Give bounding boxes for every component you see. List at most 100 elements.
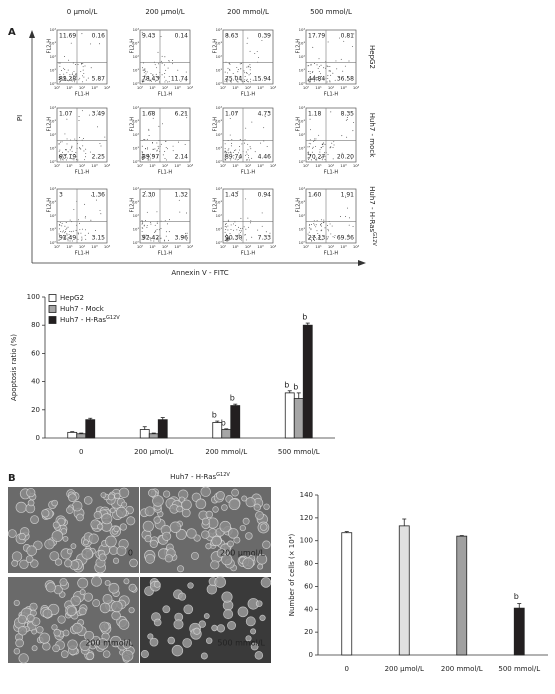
legend-swatch <box>48 305 57 313</box>
dot <box>152 235 154 237</box>
dot <box>321 225 322 227</box>
dot <box>318 58 320 60</box>
cell <box>119 523 127 531</box>
dot <box>318 71 320 72</box>
dot <box>64 76 65 77</box>
dot <box>224 231 226 233</box>
log-tick: 10⁰ <box>137 163 144 168</box>
log-tick: 10¹ <box>299 146 306 151</box>
dot <box>225 226 227 228</box>
cell <box>167 636 176 645</box>
dot <box>241 80 243 82</box>
dot <box>58 81 60 83</box>
dot <box>319 234 321 236</box>
quadrant-value: 2.25 <box>92 154 106 161</box>
dot <box>150 80 152 81</box>
plot-y-label: FL2-H <box>296 198 302 213</box>
flow-plot <box>222 188 274 244</box>
dot <box>250 222 252 224</box>
dot <box>250 73 251 75</box>
quadrant-value: 1.18 <box>308 111 322 118</box>
legend-name: Huh7 - H-Ras <box>60 316 106 324</box>
log-tick: 10¹ <box>133 227 140 232</box>
dot <box>164 64 165 66</box>
dot <box>251 121 253 123</box>
dot <box>320 236 321 238</box>
dot <box>246 71 247 73</box>
row-label: HepG2 <box>368 45 376 69</box>
dot <box>155 80 157 82</box>
dot <box>66 153 68 155</box>
dot <box>59 74 61 76</box>
dot <box>152 154 153 156</box>
dot <box>165 140 167 142</box>
dot <box>241 239 243 241</box>
dot <box>320 219 322 221</box>
cell <box>31 628 37 635</box>
dot <box>99 43 101 45</box>
dot <box>71 147 73 149</box>
dot <box>75 76 77 78</box>
dot <box>169 219 170 221</box>
log-tick: 10⁰ <box>216 159 223 164</box>
log-tick: 10¹ <box>232 85 239 90</box>
quadrant-value: 75.04 <box>225 76 242 83</box>
dot <box>310 229 312 231</box>
dot <box>313 158 315 160</box>
dot <box>250 78 252 80</box>
dot <box>246 66 248 68</box>
dot <box>59 65 61 67</box>
dot <box>64 69 66 71</box>
row-label-text: HepG2 <box>368 45 376 69</box>
dot <box>62 159 64 161</box>
dot <box>66 233 68 235</box>
log-tick: 10¹ <box>149 163 156 168</box>
cell <box>25 555 34 564</box>
dot <box>307 79 309 81</box>
dot <box>153 154 155 156</box>
log-tick: 10⁴ <box>299 27 306 32</box>
dot <box>141 145 143 147</box>
quadrant-value: 11.69 <box>59 33 76 40</box>
dot <box>145 148 146 150</box>
dot <box>164 158 166 160</box>
cell <box>187 582 194 589</box>
log-tick: 10⁰ <box>54 244 61 249</box>
dot <box>246 159 248 161</box>
y-tick-label: 80 <box>31 321 40 329</box>
dot <box>352 46 353 47</box>
dot <box>61 225 63 227</box>
cell <box>205 543 212 550</box>
dot <box>339 37 340 39</box>
quadrant-value: 1.68 <box>142 111 156 118</box>
cell <box>128 583 137 592</box>
cell <box>44 539 55 550</box>
dot <box>164 73 166 74</box>
dot <box>69 149 71 151</box>
y-tick-label: 80 <box>304 560 313 568</box>
plot-y-label: FL2-H <box>47 39 53 54</box>
cell <box>205 510 214 519</box>
dot <box>227 225 229 227</box>
log-tick: 10³ <box>340 244 347 249</box>
cell <box>201 517 210 526</box>
dot <box>227 237 229 239</box>
plot-x-label: FL1-H <box>324 92 339 98</box>
y-tick-label: 100 <box>27 293 40 301</box>
dot <box>237 69 239 70</box>
dot <box>64 231 66 233</box>
quadrant-value: 0.81 <box>341 33 355 40</box>
dot <box>156 149 158 151</box>
dot <box>147 76 149 78</box>
dot <box>322 78 324 80</box>
dot <box>59 224 61 226</box>
log-tick: 10² <box>79 163 86 168</box>
dot <box>165 231 167 233</box>
dot <box>226 239 228 241</box>
log-tick: 10¹ <box>149 85 156 90</box>
log-tick: 10³ <box>50 119 57 124</box>
dot <box>343 40 345 42</box>
dot <box>229 238 231 240</box>
dot <box>154 148 156 150</box>
dot <box>143 224 145 226</box>
